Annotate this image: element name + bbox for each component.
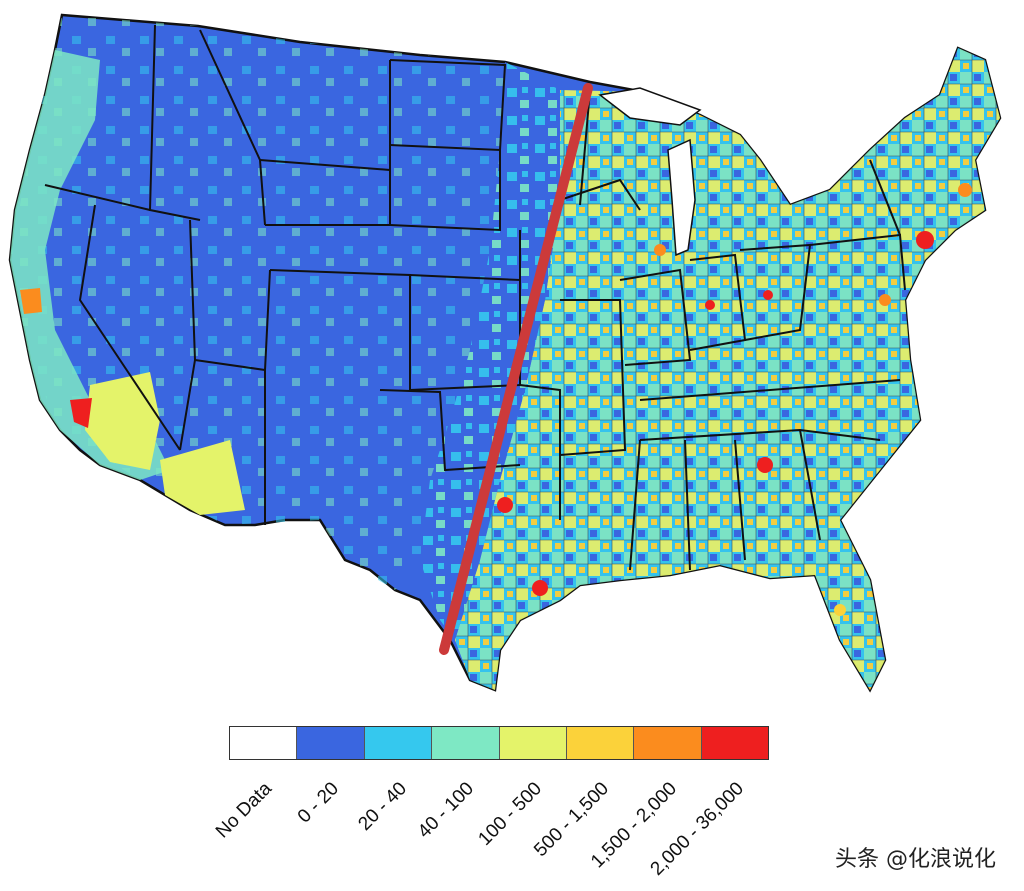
legend-swatch <box>364 727 433 759</box>
west-coast-band <box>10 50 170 480</box>
legend-swatch <box>701 727 768 759</box>
us-county-map <box>8 13 1002 693</box>
atlanta-hotspot <box>757 457 773 473</box>
dc-hotspot <box>879 294 891 306</box>
legend-label: 20 - 40 <box>354 778 411 835</box>
east-region <box>455 48 1000 690</box>
lake-superior <box>598 87 702 126</box>
mid-region <box>420 62 560 640</box>
legend-swatch <box>432 727 500 759</box>
new-york-hotspot <box>916 231 934 249</box>
arizona-patch <box>160 440 245 515</box>
legend-label: 0 - 20 <box>294 778 344 828</box>
legend-swatch <box>297 727 365 759</box>
watermark: 头条 @化浪说化 <box>835 847 996 872</box>
columbus-hotspot <box>763 290 773 300</box>
legend-swatch <box>566 727 635 759</box>
divider-line <box>439 83 593 655</box>
map-svg <box>8 13 1002 693</box>
legend-label: 40 - 100 <box>414 778 479 843</box>
chicago-hotspot <box>654 244 666 256</box>
legend-swatch <box>230 727 298 759</box>
legend-swatch <box>634 727 702 759</box>
florida-hotspot <box>834 604 846 616</box>
indianapolis-hotspot <box>705 300 715 310</box>
boston-hotspot <box>958 183 972 197</box>
los-angeles-hotspot <box>70 398 92 428</box>
state-boundaries <box>44 24 906 571</box>
lake-michigan <box>667 138 696 257</box>
bay-area-hotspot <box>20 288 42 314</box>
dallas-hotspot <box>497 497 513 513</box>
southern-california <box>85 372 160 470</box>
houston-hotspot <box>532 580 548 596</box>
legend-swatch <box>499 727 567 759</box>
legend-bar <box>229 726 769 760</box>
legend-label: No Data <box>211 778 276 843</box>
